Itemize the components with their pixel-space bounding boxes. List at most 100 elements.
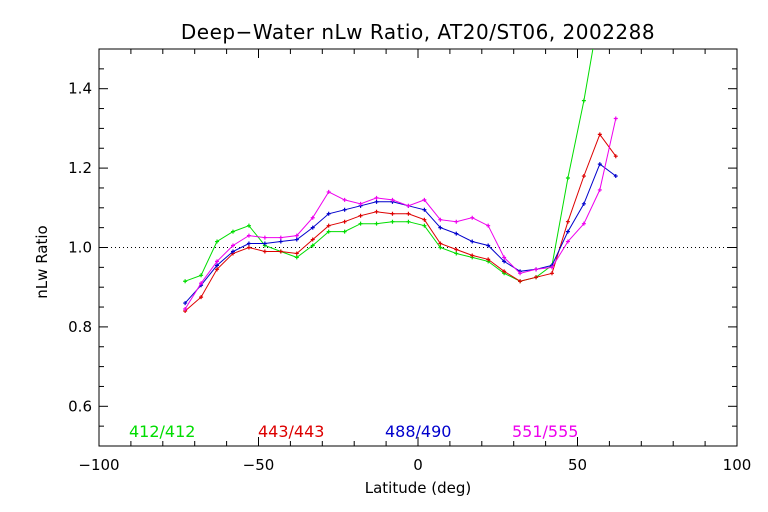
data-point <box>597 187 602 192</box>
data-point <box>454 247 459 252</box>
data-point <box>438 245 443 250</box>
data-point <box>342 229 347 234</box>
data-point <box>358 201 363 206</box>
x-tick-label: 50 <box>568 456 587 474</box>
y-tick-label: 0.6 <box>68 397 92 415</box>
data-point <box>246 245 251 250</box>
data-point <box>326 223 331 228</box>
x-tick-label: −100 <box>78 456 119 474</box>
data-point <box>342 219 347 224</box>
data-point <box>597 132 602 137</box>
data-point <box>470 239 475 244</box>
series-1 <box>183 132 618 314</box>
data-point <box>199 281 204 286</box>
data-point <box>438 241 443 246</box>
data-point <box>374 195 379 200</box>
data-point <box>597 162 602 167</box>
series-line <box>184 163 617 304</box>
data-point <box>422 197 427 202</box>
chart-title: Deep−Water nLw Ratio, AT20/ST06, 2002288 <box>181 20 655 44</box>
series-line <box>184 133 617 312</box>
data-point <box>294 255 299 260</box>
data-point <box>326 229 331 234</box>
data-point <box>581 98 586 103</box>
legend-entry: 551/555 <box>512 422 578 441</box>
data-point <box>230 243 235 248</box>
series-3 <box>183 116 618 312</box>
data-point <box>502 269 507 274</box>
data-point <box>246 223 251 228</box>
data-point <box>262 249 267 254</box>
data-point <box>374 209 379 214</box>
y-tick-label: 1.2 <box>68 159 92 177</box>
data-point <box>438 217 443 222</box>
data-point <box>598 7 602 11</box>
data-point <box>230 229 235 234</box>
data-point <box>230 249 235 254</box>
data-point <box>262 235 267 240</box>
data-point <box>486 257 491 262</box>
data-point <box>534 275 539 280</box>
data-point <box>565 239 570 244</box>
y-axis-label: nLw Ratio <box>33 225 51 298</box>
data-point <box>390 197 395 202</box>
data-point <box>374 221 379 226</box>
data-point <box>502 255 507 260</box>
data-point <box>406 203 411 208</box>
data-point <box>470 215 475 220</box>
y-tick-label: 1.4 <box>68 80 92 98</box>
data-point <box>613 174 618 179</box>
data-point <box>534 267 539 272</box>
legend: 412/412 443/443 488/490 551/555 <box>129 422 578 441</box>
data-point <box>246 241 251 246</box>
data-point <box>422 217 427 222</box>
data-point <box>215 263 220 268</box>
data-point <box>183 307 188 312</box>
data-point <box>215 259 220 264</box>
x-tick-label: 0 <box>413 456 423 474</box>
data-point <box>486 223 491 228</box>
data-point <box>613 116 618 121</box>
data-point <box>581 221 586 226</box>
data-point <box>549 265 554 270</box>
tick-labels: −100 −50 0 50 100 0.6 0.8 1.0 1.2 1.4 <box>68 80 751 474</box>
data-point <box>246 233 251 238</box>
data-point <box>374 199 379 204</box>
data-point <box>310 215 315 220</box>
x-axis-label: Latitude (deg) <box>365 479 471 497</box>
data-point <box>310 237 315 242</box>
data-point <box>406 211 411 216</box>
data-point <box>358 221 363 226</box>
data-point <box>310 225 315 230</box>
data-point <box>342 207 347 212</box>
x-tick-label: −50 <box>243 456 275 474</box>
data-point <box>549 271 554 276</box>
data-point <box>183 301 188 306</box>
legend-entry: 488/490 <box>385 422 451 441</box>
data-point <box>406 219 411 224</box>
series-line <box>184 118 617 310</box>
data-point <box>390 211 395 216</box>
series-layer <box>183 7 618 314</box>
data-point <box>278 235 283 240</box>
data-point <box>310 243 315 248</box>
data-point <box>422 223 427 228</box>
data-point <box>470 253 475 258</box>
data-point <box>326 211 331 216</box>
axis-ticks <box>98 48 738 447</box>
data-point <box>518 279 523 284</box>
data-point <box>294 251 299 256</box>
data-point <box>581 201 586 206</box>
data-point <box>565 176 570 181</box>
data-point <box>294 233 299 238</box>
legend-entry: 443/443 <box>258 422 324 441</box>
plot-frame <box>98 48 738 447</box>
data-point <box>199 273 204 278</box>
data-point <box>215 239 220 244</box>
series-2 <box>183 162 618 306</box>
data-point <box>454 219 459 224</box>
data-point <box>199 295 204 300</box>
data-point <box>565 229 570 234</box>
y-tick-label: 0.8 <box>68 318 92 336</box>
